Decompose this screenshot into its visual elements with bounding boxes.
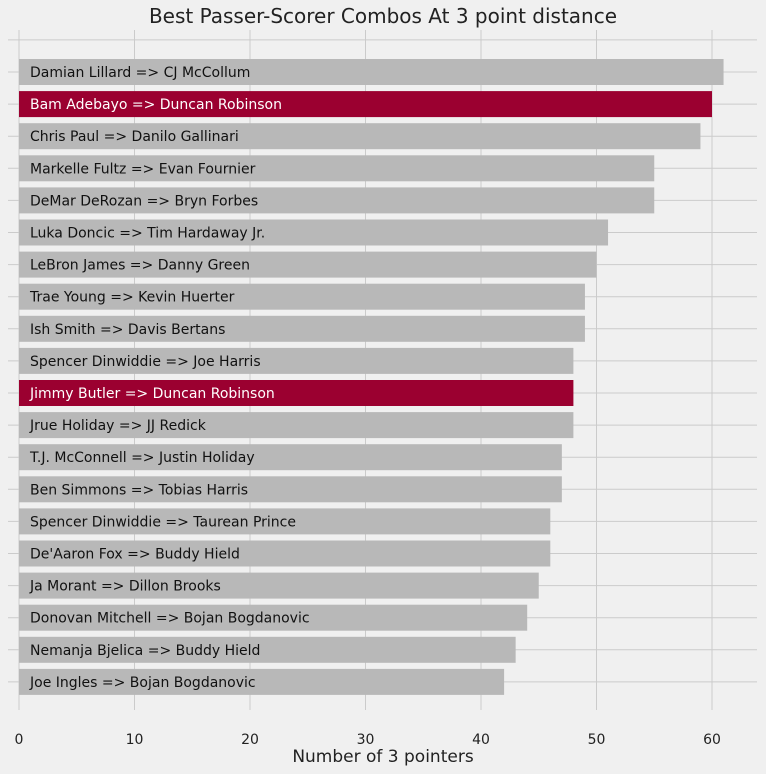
bar-label: DeMar DeRozan => Bryn Forbes xyxy=(30,193,258,209)
bar-label: Spencer Dinwiddie => Taurean Prince xyxy=(30,514,296,530)
bar xyxy=(19,508,551,535)
bar-label: Spencer Dinwiddie => Joe Harris xyxy=(30,354,261,370)
bar xyxy=(19,347,574,374)
bar xyxy=(19,315,585,342)
bar-label: Ja Morant => Dillon Brooks xyxy=(29,579,221,595)
bar-label: Bam Adebayo => Duncan Robinson xyxy=(30,97,282,113)
x-tick-label: 20 xyxy=(241,732,259,748)
bar xyxy=(19,444,562,471)
bar-label: Chris Paul => Danilo Gallinari xyxy=(30,129,239,145)
bar-label: T.J. McConnell => Justin Holiday xyxy=(29,450,255,466)
bar-label: Markelle Fultz => Evan Fournier xyxy=(30,161,256,177)
bar-label: Damian Lillard => CJ McCollum xyxy=(30,65,250,81)
bar-label: Ben Simmons => Tobias Harris xyxy=(30,482,248,498)
bar xyxy=(19,572,539,599)
x-axis-label: Number of 3 pointers xyxy=(292,747,474,767)
bar xyxy=(19,283,585,310)
x-tick-label: 10 xyxy=(126,732,144,748)
bar xyxy=(19,251,597,278)
bar xyxy=(19,123,701,150)
bar xyxy=(19,604,528,631)
bar-label: LeBron James => Danny Green xyxy=(30,258,250,274)
bar xyxy=(19,668,505,695)
bar xyxy=(19,155,655,182)
bar-label: Joe Ingles => Bojan Bogdanovic xyxy=(29,675,256,691)
bar-label: Jrue Holiday => JJ Redick xyxy=(29,418,207,434)
chart-title: Best Passer-Scorer Combos At 3 point dis… xyxy=(148,4,618,28)
x-tick-label: 50 xyxy=(588,732,606,748)
bar-label: Donovan Mitchell => Bojan Bogdanovic xyxy=(30,611,310,627)
x-tick-label: 30 xyxy=(357,732,375,748)
bar xyxy=(19,59,724,85)
bar-label: Nemanja Bjelica => Buddy Hield xyxy=(30,643,260,659)
bar-label: Jimmy Butler => Duncan Robinson xyxy=(29,386,275,402)
x-tick-label: 0 xyxy=(15,732,24,748)
bar xyxy=(19,636,516,663)
bar xyxy=(19,476,562,503)
bar-highlighted xyxy=(19,380,574,406)
bar-label: De'Aaron Fox => Buddy Hield xyxy=(30,547,240,563)
x-tick-label: 60 xyxy=(703,732,721,748)
bar-highlighted xyxy=(19,91,712,118)
bar-label: Trae Young => Kevin Huerter xyxy=(29,290,235,306)
bar xyxy=(19,219,609,246)
bar-label: Luka Doncic => Tim Hardaway Jr. xyxy=(30,226,265,242)
bar xyxy=(19,412,574,439)
bar xyxy=(19,540,551,567)
bar xyxy=(19,187,655,214)
bar-label: Ish Smith => Davis Bertans xyxy=(30,322,225,338)
x-tick-label: 40 xyxy=(472,732,490,748)
